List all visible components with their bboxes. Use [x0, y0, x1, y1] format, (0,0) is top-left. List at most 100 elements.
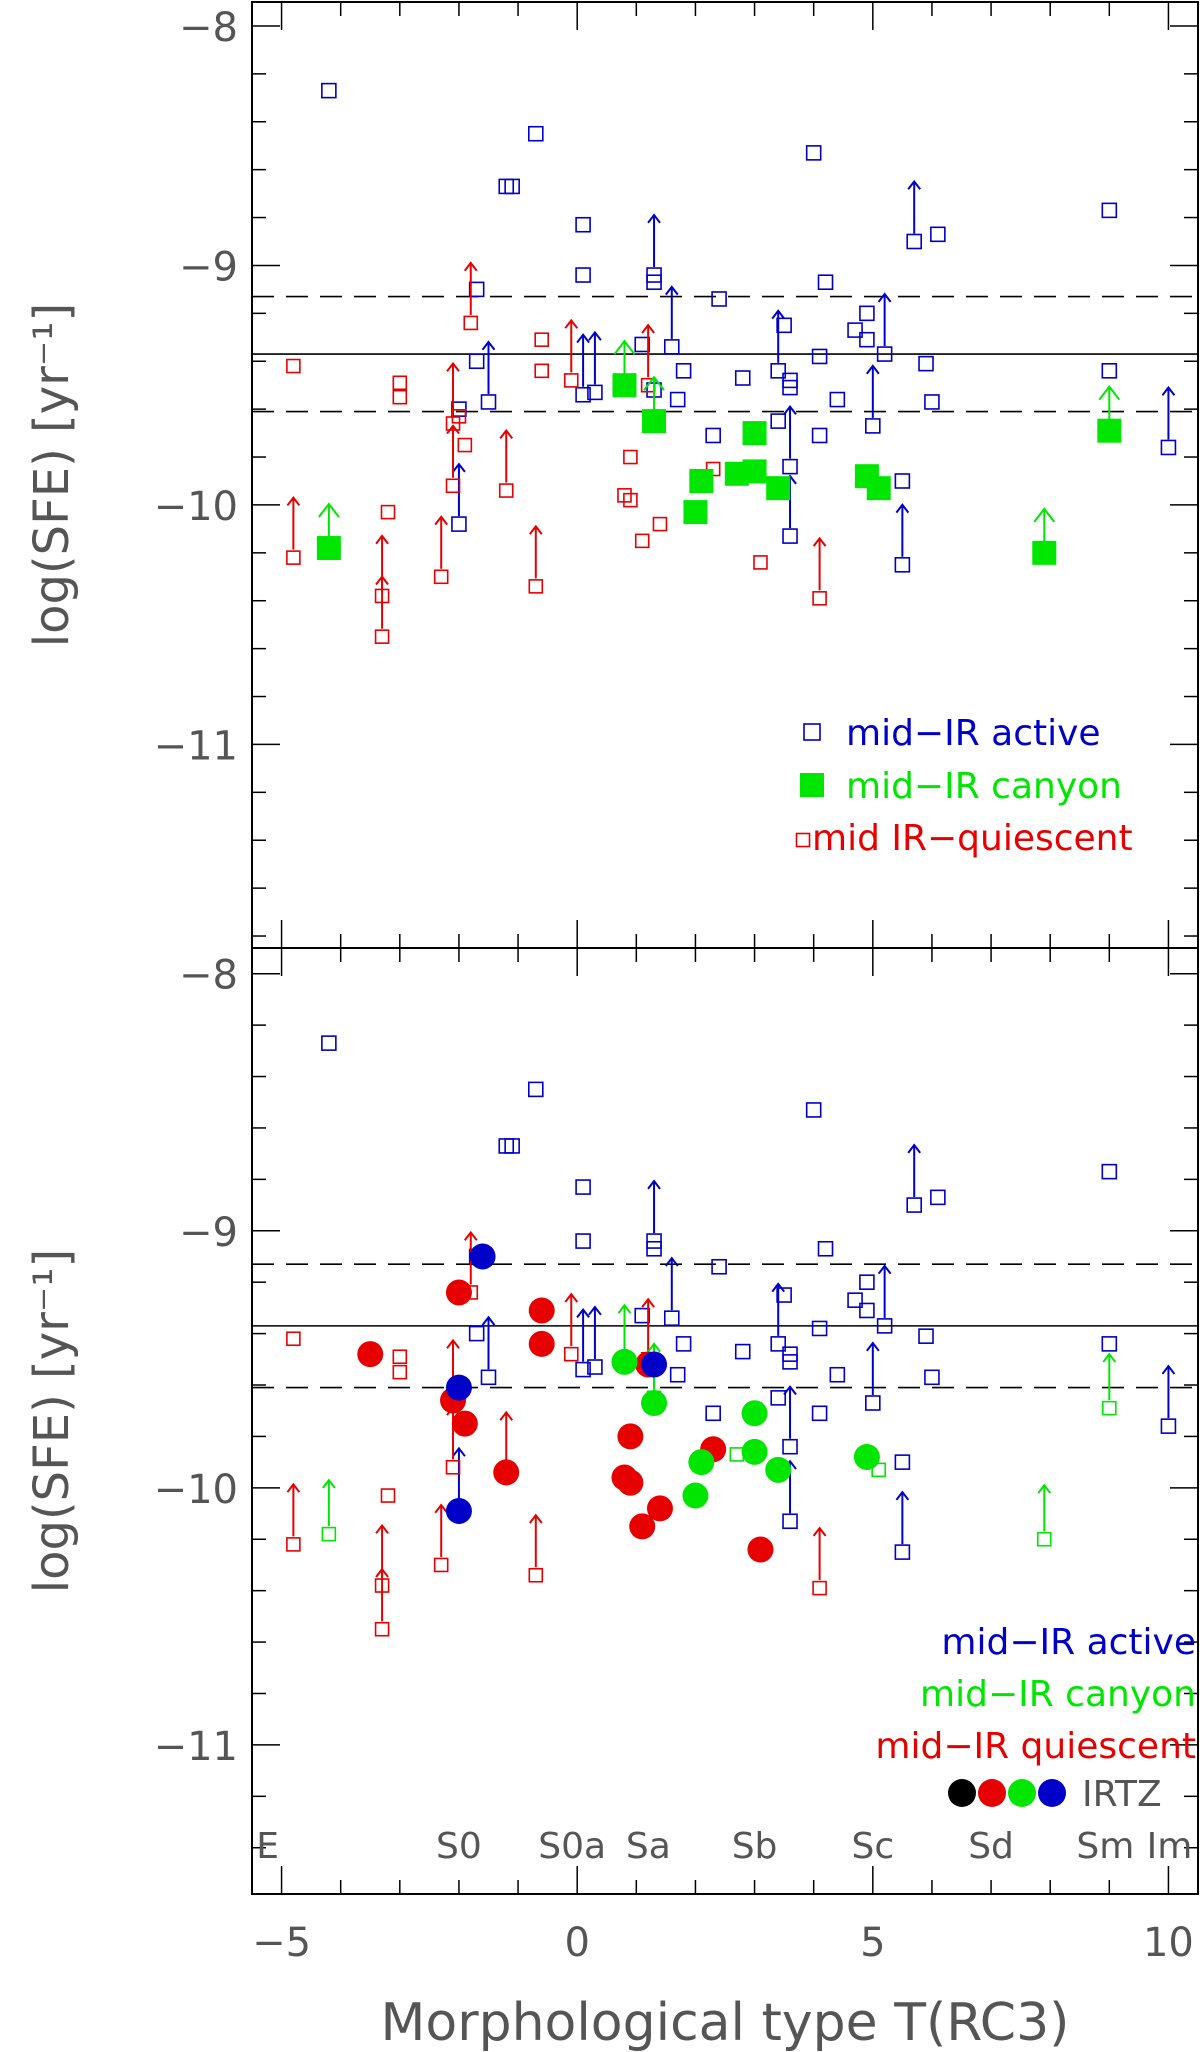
irtz-green-point — [641, 1390, 668, 1417]
active-point — [451, 516, 467, 532]
morph-type-label: Sd — [968, 1826, 1014, 1867]
upper-limit-arrowhead — [1102, 1352, 1117, 1363]
upper-limit-arrowhead — [286, 495, 301, 507]
active-point — [811, 427, 828, 444]
irtz-red-point — [357, 1341, 384, 1368]
active-point — [894, 1544, 911, 1560]
irtz-red-point — [451, 1410, 478, 1437]
irtz-red-point — [493, 1459, 520, 1486]
upper-limit-arrowhead — [375, 1523, 389, 1534]
active-point — [705, 1405, 721, 1422]
active-point — [575, 267, 591, 283]
quiescent-point — [534, 363, 550, 379]
canyon-point — [683, 500, 708, 525]
active-point — [646, 1240, 662, 1257]
irtz-red-point — [528, 1330, 555, 1357]
active-point — [575, 1179, 591, 1195]
upper-limit-arrowhead — [322, 1478, 336, 1489]
active-point — [924, 1369, 940, 1386]
upper-limit-arrowhead — [588, 330, 602, 341]
upper-limit-arrowhead — [564, 318, 579, 329]
active-point — [782, 1354, 798, 1370]
x-tick-label: −5 — [252, 1920, 311, 1966]
canyon-point — [729, 1447, 745, 1462]
upper-limit-arrowhead — [866, 364, 880, 375]
active-point — [918, 355, 934, 372]
active-point — [894, 557, 911, 573]
x-tick-label: 10 — [1143, 1920, 1194, 1966]
active-point — [527, 1081, 544, 1098]
active-point — [575, 1361, 591, 1378]
upper-limit-arrowhead — [463, 1230, 478, 1241]
active-point — [859, 1302, 875, 1319]
active-point — [669, 1366, 686, 1383]
active-point — [575, 216, 591, 233]
canyon-point — [612, 373, 637, 398]
quiescent-point — [451, 409, 467, 424]
active-point — [859, 331, 875, 348]
quiescent-point — [286, 550, 301, 565]
upper-limit-arrowhead — [1161, 1364, 1176, 1375]
active-point — [876, 346, 893, 362]
upper-limit-arrowhead — [613, 339, 636, 355]
active-point — [504, 1138, 520, 1154]
y-tick-label: −10 — [154, 484, 238, 530]
canyon-point — [742, 459, 767, 484]
quiescent-point — [392, 1349, 408, 1365]
plot-frame — [251, 947, 1199, 1895]
irtz-red-point — [617, 1469, 644, 1496]
upper-limit-arrowhead — [907, 1143, 921, 1154]
quiescent-point — [380, 504, 396, 520]
active-point — [817, 1240, 834, 1257]
active-point — [646, 274, 662, 291]
active-point — [776, 1287, 792, 1303]
active-point — [906, 233, 923, 250]
upper-limit-arrowhead — [771, 309, 786, 320]
active-point — [829, 391, 846, 408]
irtz-green-point — [853, 1443, 880, 1470]
x-tick-label: 0 — [564, 1920, 589, 1966]
irtz-red-point — [528, 1297, 555, 1324]
irtz-red-point — [629, 1513, 656, 1540]
upper-limit-arrowhead — [452, 462, 466, 473]
active-point — [906, 1197, 923, 1213]
x-axis-label: Morphological type T(RC3) — [381, 1993, 1070, 2052]
active-point — [663, 1310, 680, 1326]
upper-limit-arrowhead — [375, 1567, 389, 1578]
active-point — [930, 226, 946, 243]
upper-limit-arrowhead — [812, 1526, 827, 1537]
active-point — [1101, 363, 1118, 379]
irtz-blue-point — [641, 1351, 668, 1378]
active-point — [1101, 1163, 1118, 1180]
upper-limit-arrowhead — [1033, 507, 1056, 523]
active-point — [527, 125, 544, 142]
active-point — [770, 363, 787, 379]
upper-limit-arrowhead — [664, 285, 679, 296]
quiescent-point — [392, 389, 408, 405]
upper-limit-arrowhead — [529, 524, 543, 535]
active-point — [675, 363, 692, 379]
active-point — [859, 1274, 875, 1290]
quiescent-point — [563, 1346, 579, 1362]
legend-marker-canyon — [800, 773, 824, 797]
upper-limit-arrowhead — [771, 1282, 786, 1293]
y-tick-label: −9 — [179, 244, 238, 290]
canyon-point — [871, 1462, 887, 1478]
upper-limit-arrowhead — [481, 1315, 496, 1326]
active-point — [321, 82, 337, 99]
irtz-red-point — [445, 1279, 472, 1306]
upper-limit-arrowhead — [647, 1342, 661, 1353]
upper-limit-arrowhead — [499, 1410, 514, 1421]
upper-limit-arrowhead — [895, 503, 910, 514]
legend-irtz-blue-circle — [1038, 1779, 1066, 1807]
bottom-panel: −8 −9 −10 −11 log(SFE) [yr⁻¹] E S0 S0a Sa Sb Sc Sd S… — [24, 947, 1199, 1966]
active-point — [811, 1405, 828, 1422]
irtz-blue-point — [445, 1374, 472, 1401]
morph-type-label: S0a — [538, 1826, 606, 1867]
quiescent-point — [623, 492, 638, 508]
irtz-green-point — [741, 1400, 768, 1427]
active-point — [894, 1454, 911, 1470]
irtz-green-point — [688, 1449, 715, 1476]
upper-limit-arrowhead — [866, 1341, 880, 1352]
quiescent-point — [563, 373, 579, 388]
